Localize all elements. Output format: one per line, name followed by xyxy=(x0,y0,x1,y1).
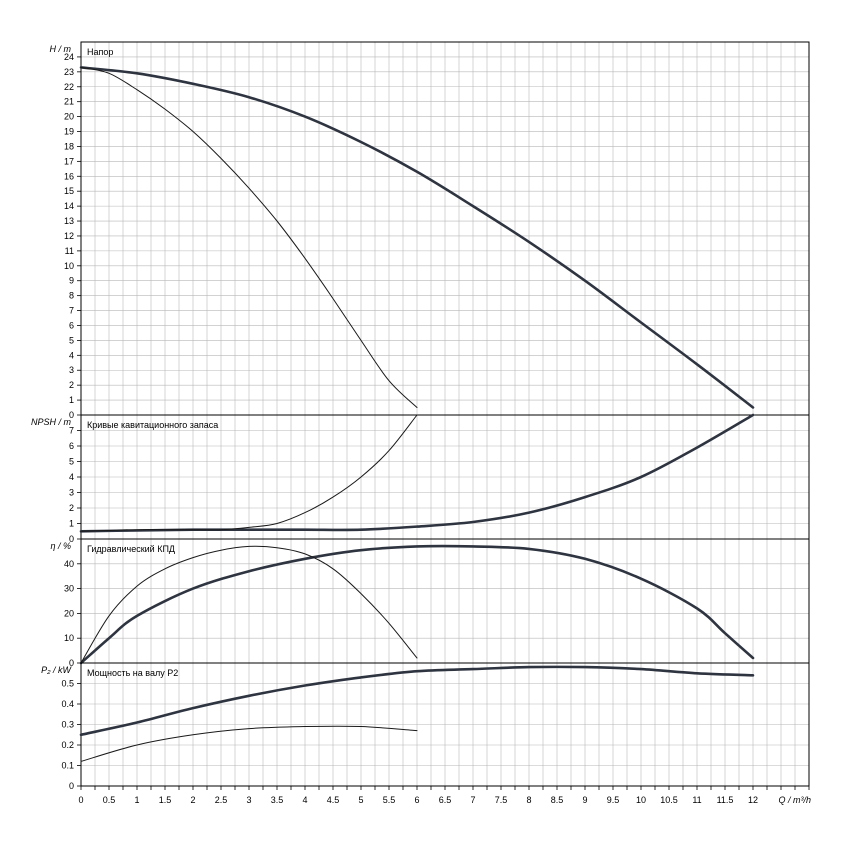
x-tick-label: 1.5 xyxy=(159,795,172,805)
y-tick-label: 4 xyxy=(69,350,74,360)
y-tick-label: 6 xyxy=(69,320,74,330)
y-tick-label: 18 xyxy=(64,141,74,151)
y-tick-label: 11 xyxy=(65,246,74,256)
y-tick-label: 12 xyxy=(64,231,74,241)
x-tick-label: 3 xyxy=(246,795,251,805)
x-tick-label: 8.5 xyxy=(551,795,564,805)
y-tick-label: 14 xyxy=(64,201,74,211)
y-tick-label: 3 xyxy=(69,488,74,498)
series-line-full-speed xyxy=(79,665,755,737)
panel-title: Кривые кавитационного запаса xyxy=(87,420,218,430)
x-tick-label: 0.5 xyxy=(103,795,116,805)
y-tick-label: 0.5 xyxy=(61,679,74,689)
x-tick-label: 11 xyxy=(692,795,701,805)
y-tick-label: 0 xyxy=(69,410,74,420)
y-tick-label: 21 xyxy=(64,97,74,107)
x-tick-label: 11.5 xyxy=(717,795,734,805)
x-tick-label: 0 xyxy=(78,795,83,805)
x-tick-label: 7 xyxy=(470,795,475,805)
y-tick-label: 0 xyxy=(69,534,74,544)
y-tick-label: 15 xyxy=(64,186,74,196)
y-tick-label: 13 xyxy=(64,216,74,226)
y-tick-label: 7 xyxy=(69,306,74,316)
x-tick-label: 7.5 xyxy=(495,795,508,805)
y-tick-label: 10 xyxy=(64,633,74,643)
panel-1: 0123456789101112131415161718192021222324… xyxy=(50,41,810,420)
x-tick-label: 2 xyxy=(190,795,195,805)
y-axis-label: H / m xyxy=(50,44,72,54)
y-tick-label: 17 xyxy=(64,156,74,166)
panel-3: 0 10 20 30 40 η / % Гидравлический КПД xyxy=(50,538,810,668)
x-tick-label: 6.5 xyxy=(439,795,452,805)
x-tick-label: 10.5 xyxy=(660,795,678,805)
y-axis-label: NPSH / m xyxy=(31,417,72,427)
x-tick-label: 12 xyxy=(748,795,758,805)
series-line-full-speed xyxy=(79,544,755,665)
panel-title: Напор xyxy=(87,47,113,57)
y-tick-label: 0 xyxy=(69,658,74,668)
x-tick-label: 4.5 xyxy=(327,795,340,805)
series-line-reduced-speed xyxy=(80,66,418,408)
x-tick-label: 5.5 xyxy=(383,795,396,805)
x-tick-label: 9 xyxy=(582,795,587,805)
y-tick-label: 5 xyxy=(69,457,74,467)
y-tick-label: 8 xyxy=(69,291,74,301)
y-tick-label: 0 xyxy=(69,781,74,791)
x-tick-label: 5 xyxy=(358,795,363,805)
y-tick-label: 1 xyxy=(69,395,74,405)
y-tick-label: 16 xyxy=(64,171,74,181)
y-tick-label: 30 xyxy=(64,584,74,594)
y-tick-label: 20 xyxy=(64,112,74,122)
y-tick-label: 2 xyxy=(69,503,74,513)
y-tick-label: 3 xyxy=(69,365,74,375)
y-tick-label: 24 xyxy=(64,52,74,62)
y-tick-label: 0.3 xyxy=(61,720,74,730)
y-tick-label: 1 xyxy=(69,519,74,529)
x-tick-label: 2.5 xyxy=(215,795,228,805)
y-tick-label: 6 xyxy=(69,441,74,451)
y-tick-label: 10 xyxy=(64,261,74,271)
x-tick-label: 6 xyxy=(414,795,419,805)
y-tick-label: 20 xyxy=(64,608,74,618)
series-line-reduced-speed xyxy=(80,725,418,762)
series-line-reduced-speed xyxy=(80,545,418,664)
panel-4: 0 0.1 0.2 0.3 0.4 0.5 P₂ / kW Мощность на валу … xyxy=(41,662,811,805)
y-tick-label: 7 xyxy=(69,426,74,436)
y-tick-label: 0.2 xyxy=(61,740,74,750)
y-tick-label: 40 xyxy=(64,559,74,569)
panel-title: Мощность на валу P2 xyxy=(87,668,178,678)
series-line-full-speed xyxy=(79,66,755,409)
panel-title: Гидравлический КПД xyxy=(87,544,175,554)
y-tick-label: 9 xyxy=(69,276,74,286)
series-line-reduced-speed xyxy=(80,414,418,532)
x-tick-label: 9.5 xyxy=(607,795,620,805)
x-tick-label: 10 xyxy=(636,795,646,805)
y-tick-label: 0.4 xyxy=(61,699,74,709)
x-tick-label: 4 xyxy=(302,795,307,805)
x-tick-label: 3.5 xyxy=(271,795,284,805)
y-tick-label: 0.1 xyxy=(61,761,74,771)
y-tick-label: 19 xyxy=(64,127,74,137)
y-tick-label: 22 xyxy=(64,82,74,92)
y-tick-label: 4 xyxy=(69,472,74,482)
x-axis-label: Q / m³/h xyxy=(778,795,811,805)
y-tick-label: 2 xyxy=(69,380,74,390)
y-axis-label: P₂ / kW xyxy=(41,665,72,675)
x-tick-label: 1 xyxy=(134,795,139,805)
y-tick-label: 5 xyxy=(69,335,74,345)
x-tick-label: 8 xyxy=(526,795,531,805)
y-tick-label: 23 xyxy=(64,67,74,77)
y-axis-label: η / % xyxy=(50,541,71,551)
